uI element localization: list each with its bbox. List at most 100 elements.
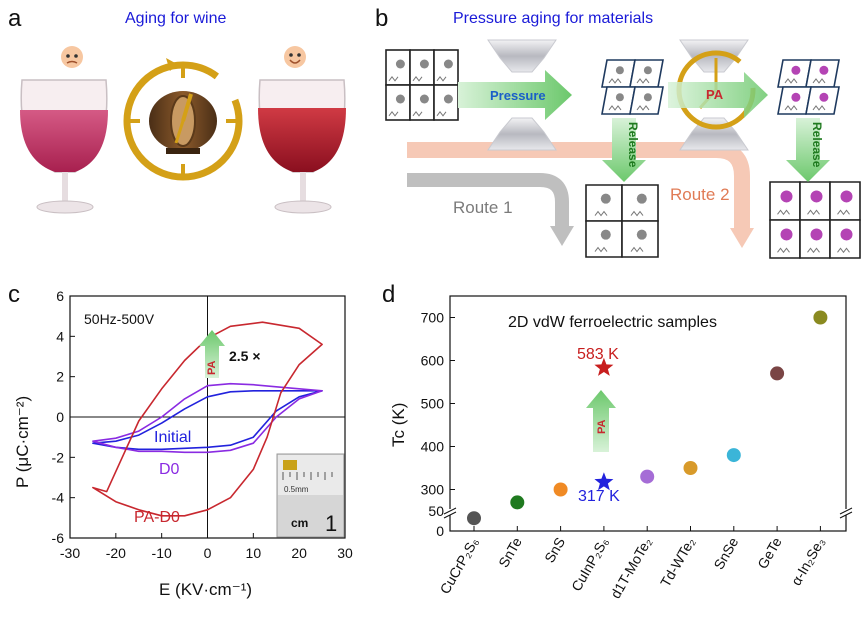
star-high-label: 583 K	[577, 346, 619, 363]
x-tick-label: SnS	[541, 535, 568, 566]
spring-bond	[812, 105, 826, 111]
inset-scale-text: 0.5mm	[284, 485, 309, 494]
legend-pa-d0: PA-D0	[134, 509, 180, 526]
panel-label-d: d	[382, 281, 395, 308]
dipole-atom	[819, 92, 829, 102]
x-tick-label: d1T-MoTe₂	[607, 535, 655, 602]
dipole-atom	[443, 59, 453, 69]
x-tick-label: 30	[337, 545, 353, 561]
axis-break-mark	[443, 511, 457, 519]
y-axis-label-d: Tc (K)	[389, 403, 408, 447]
y-tick-label: 0	[56, 409, 64, 425]
data-point	[770, 366, 785, 381]
spring-bond	[608, 105, 622, 111]
axis-break-mark	[839, 511, 853, 519]
aging-clock-icon	[123, 58, 243, 181]
x-tick-label: 10	[246, 545, 262, 561]
panel-b: b Pressure aging for materials Route 1 R…	[375, 5, 861, 259]
axis-break-gap	[840, 509, 852, 515]
pa-arrow-label-d: PA	[596, 419, 608, 434]
spring-bond	[412, 110, 423, 117]
y-tick-label: 700	[421, 310, 445, 326]
y-tick-label: 4	[56, 328, 64, 344]
x-tick-label: SnTe	[495, 534, 525, 570]
inset-unit-text: cm	[291, 516, 308, 530]
spring-bond	[594, 246, 608, 253]
spring-bond	[594, 210, 608, 217]
spring-bond	[807, 209, 820, 216]
pa-up-arrow-c	[199, 330, 225, 378]
dipole-atom	[791, 65, 801, 75]
dipole-atom	[419, 94, 429, 104]
release-label-2: Release	[810, 122, 824, 168]
y-tick-label: 2	[56, 369, 64, 385]
wine-glass-aged	[258, 79, 346, 214]
dipole-atom	[643, 93, 652, 102]
dipole-atom	[810, 228, 823, 241]
legend-initial: Initial	[154, 429, 191, 446]
lattice-released-route2	[769, 181, 861, 259]
y-tick-label: 500	[421, 396, 445, 412]
data-point	[467, 511, 481, 526]
x-tick-label: Td-WTe₂	[657, 535, 698, 590]
spring-bond	[812, 78, 826, 84]
inset-ruler-photo: 0.5mm cm 1	[276, 453, 345, 538]
wine-glass-young	[20, 79, 108, 214]
data-point	[510, 495, 525, 510]
spring-bond	[784, 105, 798, 111]
y-tick-label: -4	[52, 490, 65, 506]
dipole-atom	[840, 228, 853, 241]
x-tick-label: GeTe	[754, 534, 785, 571]
spring-bond	[784, 78, 798, 84]
axis-break-mark	[443, 507, 457, 515]
dipole-atom	[395, 94, 405, 104]
spring-bond	[412, 75, 423, 82]
spring-bond	[630, 210, 644, 217]
dipole-atom	[600, 229, 611, 240]
x-tick-label: CuInP₂S₆	[568, 535, 612, 594]
release-arrow-2	[786, 118, 830, 182]
dipole-atom	[840, 190, 853, 203]
dipole-atom	[600, 193, 611, 204]
y-tick-label: 300	[421, 482, 445, 498]
spring-bond	[630, 246, 644, 253]
panel-label-c: c	[8, 281, 20, 308]
panel-d: d 0 50 300 400 500 600 700 CuCrP₂S₆ SnTe SnS CuInP…	[382, 281, 853, 602]
happy-face-icon	[284, 46, 306, 68]
condition-label: 50Hz-500V	[84, 311, 155, 327]
panel-b-title: Pressure aging for materials	[453, 10, 653, 27]
hysteresis-loop-d0	[92, 382, 323, 454]
route2-label: Route 2	[670, 185, 730, 204]
spring-bond	[436, 75, 447, 82]
spring-bond	[388, 110, 399, 117]
pressure-arrow	[458, 70, 572, 120]
spring-bond	[636, 78, 650, 84]
dipole-atom	[615, 93, 624, 102]
x-tick-label: CuCrP₂S₆	[437, 535, 482, 597]
axis-break-mark	[839, 507, 853, 515]
panel-a-title: Aging for wine	[125, 10, 226, 27]
dipole-atom	[443, 94, 453, 104]
dipole-atom	[643, 66, 652, 75]
pa-up-arrow-d	[586, 390, 616, 452]
spring-bond	[777, 247, 790, 254]
dipole-atom	[636, 229, 647, 240]
hysteresis-loop-pa-d0	[92, 321, 323, 517]
spring-bond	[777, 209, 790, 216]
panel-label-a: a	[8, 5, 22, 32]
spring-bond	[837, 209, 850, 216]
hysteresis-loops	[92, 321, 323, 517]
data-point	[726, 448, 741, 463]
x-tick-label: SnSe	[710, 534, 741, 572]
data-point	[813, 310, 828, 325]
star-low-label: 317 K	[578, 488, 620, 505]
x-axis-label-c: E (KV·cm⁻¹)	[159, 580, 252, 599]
x-tick-label: α-In₂Se₃	[788, 535, 828, 589]
lattice-pressurized	[601, 59, 664, 115]
axis-break-gap	[444, 509, 456, 515]
spring-bond	[636, 105, 650, 111]
dipole-atom	[810, 190, 823, 203]
pa-arrow-label-c: PA	[206, 360, 218, 375]
